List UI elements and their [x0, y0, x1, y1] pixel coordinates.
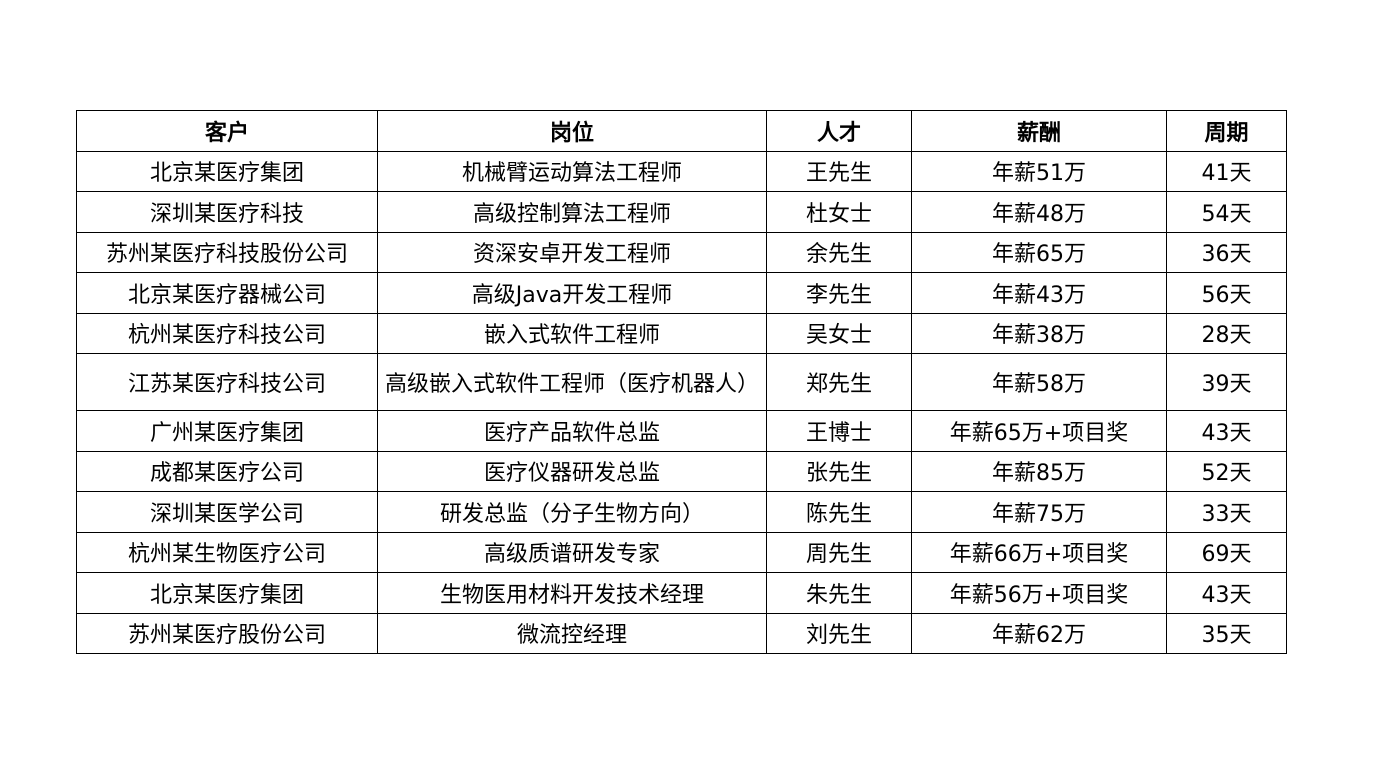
client-cell: 深圳某医学公司: [76, 491, 378, 533]
position-cell: 高级质谱研发专家: [377, 531, 767, 573]
cycle-cell: 69天: [1166, 531, 1287, 573]
client-cell: 北京某医疗器械公司: [76, 272, 378, 314]
cycle-cell: 43天: [1166, 572, 1287, 614]
salary-cell: 年薪62万: [911, 612, 1167, 654]
talent-cell: 周先生: [766, 531, 912, 573]
position-cell: 高级控制算法工程师: [377, 191, 767, 233]
table-row: 苏州某医疗股份公司 微流控经理 刘先生 年薪62万 35天: [76, 612, 1287, 654]
cycle-cell: 35天: [1166, 612, 1287, 654]
salary-cell: 年薪65万+项目奖: [911, 410, 1167, 452]
position-cell: 微流控经理: [377, 612, 767, 654]
header-row: 客户 岗位 人才 薪酬 周期: [76, 110, 1287, 152]
position-cell: 嵌入式软件工程师: [377, 312, 767, 354]
cycle-cell: 43天: [1166, 410, 1287, 452]
client-cell: 杭州某医疗科技公司: [76, 312, 378, 354]
table-row: 广州某医疗集团 医疗产品软件总监 王博士 年薪65万+项目奖 43天: [76, 410, 1287, 452]
table-row: 苏州某医疗科技股份公司 资深安卓开发工程师 余先生 年薪65万 36天: [76, 231, 1287, 273]
cycle-cell: 36天: [1166, 231, 1287, 273]
talent-cell: 杜女士: [766, 191, 912, 233]
talent-cell: 刘先生: [766, 612, 912, 654]
talent-cell: 陈先生: [766, 491, 912, 533]
salary-cell: 年薪65万: [911, 231, 1167, 273]
talent-cell: 李先生: [766, 272, 912, 314]
header-cycle: 周期: [1166, 110, 1287, 152]
salary-cell: 年薪51万: [911, 150, 1167, 192]
table-row: 深圳某医学公司 研发总监（分子生物方向） 陈先生 年薪75万 33天: [76, 491, 1287, 533]
talent-cell: 朱先生: [766, 572, 912, 614]
salary-cell: 年薪56万+项目奖: [911, 572, 1167, 614]
salary-cell: 年薪85万: [911, 450, 1167, 492]
cycle-cell: 41天: [1166, 150, 1287, 192]
position-cell: 高级嵌入式软件工程师（医疗机器人）: [377, 353, 767, 411]
table-row: 杭州某医疗科技公司 嵌入式软件工程师 吴女士 年薪38万 28天: [76, 312, 1287, 354]
client-cell: 江苏某医疗科技公司: [76, 353, 378, 411]
salary-cell: 年薪66万+项目奖: [911, 531, 1167, 573]
salary-cell: 年薪48万: [911, 191, 1167, 233]
client-cell: 苏州某医疗股份公司: [76, 612, 378, 654]
header-client: 客户: [76, 110, 378, 152]
cycle-cell: 54天: [1166, 191, 1287, 233]
position-cell: 医疗仪器研发总监: [377, 450, 767, 492]
talent-cell: 王博士: [766, 410, 912, 452]
header-position: 岗位: [377, 110, 767, 152]
client-cell: 北京某医疗集团: [76, 572, 378, 614]
talent-cell: 吴女士: [766, 312, 912, 354]
position-cell: 医疗产品软件总监: [377, 410, 767, 452]
talent-cell: 余先生: [766, 231, 912, 273]
client-cell: 杭州某生物医疗公司: [76, 531, 378, 573]
position-cell: 资深安卓开发工程师: [377, 231, 767, 273]
table-row: 江苏某医疗科技公司 高级嵌入式软件工程师（医疗机器人） 郑先生 年薪58万 39天: [76, 353, 1287, 411]
table-row: 北京某医疗器械公司 高级Java开发工程师 李先生 年薪43万 56天: [76, 272, 1287, 314]
client-cell: 北京某医疗集团: [76, 150, 378, 192]
client-cell: 深圳某医疗科技: [76, 191, 378, 233]
position-cell: 高级Java开发工程师: [377, 272, 767, 314]
talent-cell: 郑先生: [766, 353, 912, 411]
talent-cell: 王先生: [766, 150, 912, 192]
position-cell: 研发总监（分子生物方向）: [377, 491, 767, 533]
table-row: 北京某医疗集团 生物医用材料开发技术经理 朱先生 年薪56万+项目奖 43天: [76, 572, 1287, 614]
cycle-cell: 52天: [1166, 450, 1287, 492]
position-cell: 生物医用材料开发技术经理: [377, 572, 767, 614]
table-row: 成都某医疗公司 医疗仪器研发总监 张先生 年薪85万 52天: [76, 450, 1287, 492]
salary-cell: 年薪38万: [911, 312, 1167, 354]
salary-cell: 年薪58万: [911, 353, 1167, 411]
recruitment-table: 客户 岗位 人才 薪酬 周期 北京某医疗集团 机械臂运动算法工程师 王先生 年薪51万…: [76, 110, 1287, 654]
position-cell: 机械臂运动算法工程师: [377, 150, 767, 192]
talent-cell: 张先生: [766, 450, 912, 492]
header-talent: 人才: [766, 110, 912, 152]
table-row: 北京某医疗集团 机械臂运动算法工程师 王先生 年薪51万 41天: [76, 150, 1287, 192]
client-cell: 广州某医疗集团: [76, 410, 378, 452]
salary-cell: 年薪43万: [911, 272, 1167, 314]
table-row: 深圳某医疗科技 高级控制算法工程师 杜女士 年薪48万 54天: [76, 191, 1287, 233]
cycle-cell: 56天: [1166, 272, 1287, 314]
cycle-cell: 33天: [1166, 491, 1287, 533]
salary-cell: 年薪75万: [911, 491, 1167, 533]
cycle-cell: 39天: [1166, 353, 1287, 411]
client-cell: 成都某医疗公司: [76, 450, 378, 492]
table-row: 杭州某生物医疗公司 高级质谱研发专家 周先生 年薪66万+项目奖 69天: [76, 531, 1287, 573]
client-cell: 苏州某医疗科技股份公司: [76, 231, 378, 273]
cycle-cell: 28天: [1166, 312, 1287, 354]
header-salary: 薪酬: [911, 110, 1167, 152]
